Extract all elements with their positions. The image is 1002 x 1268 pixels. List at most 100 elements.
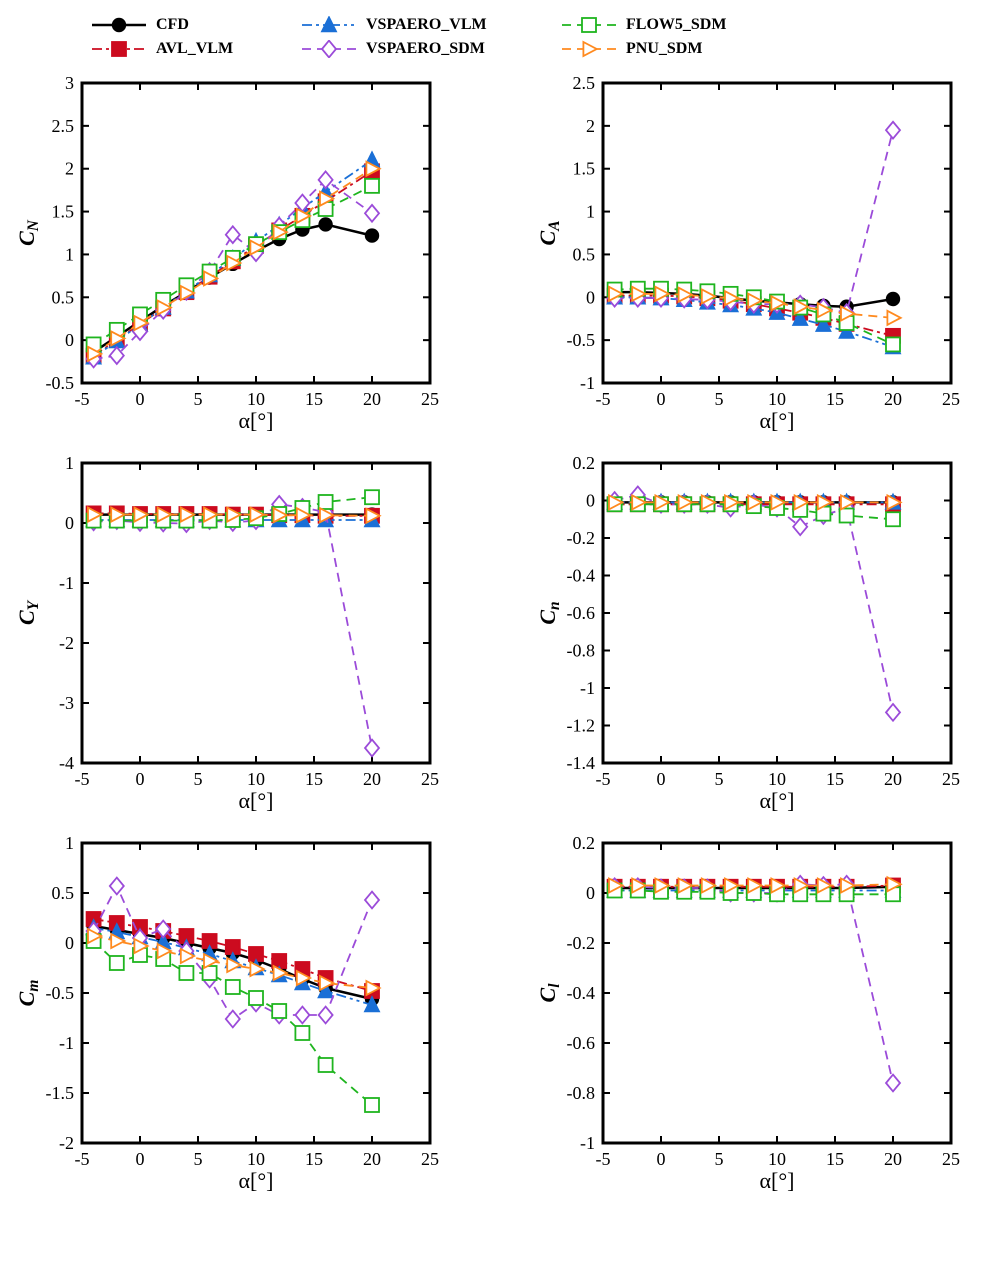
- svg-text:1: 1: [65, 244, 74, 264]
- svg-text:3: 3: [65, 73, 74, 93]
- legend: CFD AVL_VLM VSPAERO_VLM VSPAERO_SDM FLOW5_SD…: [10, 10, 1002, 68]
- svg-text:25: 25: [942, 769, 960, 789]
- legend-item-avl_vlm: AVL_VLM: [90, 38, 300, 60]
- svg-text:-0.5: -0.5: [567, 330, 596, 350]
- svg-text:1.5: 1.5: [573, 159, 596, 179]
- svg-text:-5: -5: [596, 389, 611, 409]
- svg-text:-5: -5: [75, 769, 90, 789]
- svg-text:-0.4: -0.4: [567, 983, 596, 1003]
- legend-label: FLOW5_SDM: [626, 16, 726, 34]
- svg-text:0: 0: [65, 933, 74, 953]
- svg-text:15: 15: [826, 769, 844, 789]
- svg-text:α[°]: α[°]: [239, 1168, 274, 1193]
- svg-text:0: 0: [657, 769, 666, 789]
- svg-text:-0.8: -0.8: [567, 1083, 596, 1103]
- panel-CA: -50510152025-1-0.500.511.522.5α[°]CA: [531, 68, 991, 438]
- svg-text:5: 5: [194, 1149, 203, 1169]
- svg-text:-1: -1: [59, 573, 74, 593]
- svg-text:-5: -5: [75, 389, 90, 409]
- svg-text:5: 5: [715, 389, 724, 409]
- svg-text:-5: -5: [596, 1149, 611, 1169]
- panel-Cn: -5 0 5 10 15 20 25 -1.4 -1.2 -1 -0.8 -0.6 -0.4 -0.2 0 0…: [531, 448, 991, 818]
- svg-text:-1.2: -1.2: [567, 716, 596, 736]
- svg-text:10: 10: [247, 389, 265, 409]
- svg-text:α[°]: α[°]: [760, 1168, 795, 1193]
- svg-text:CY: CY: [14, 599, 42, 625]
- svg-text:Cl: Cl: [535, 983, 563, 1003]
- panel-Cm: -50510152025-2-1.5-1-0.500.51α[°]Cm: [10, 828, 470, 1198]
- panel-CN: -50510152025-0.500.511.522.53α[°]CN: [10, 68, 470, 438]
- svg-text:0: 0: [657, 389, 666, 409]
- svg-text:1: 1: [65, 453, 74, 473]
- legend-item-vspaero_sdm: VSPAERO_SDM: [300, 38, 560, 60]
- svg-text:15: 15: [305, 389, 323, 409]
- legend-label: CFD: [156, 16, 189, 34]
- svg-text:20: 20: [884, 769, 902, 789]
- svg-text:0.2: 0.2: [573, 833, 596, 853]
- svg-text:-1: -1: [580, 373, 595, 393]
- svg-text:20: 20: [884, 1149, 902, 1169]
- svg-text:1: 1: [65, 833, 74, 853]
- legend-item-vspaero_vlm: VSPAERO_VLM: [300, 14, 560, 36]
- svg-text:-5: -5: [596, 769, 611, 789]
- svg-text:5: 5: [194, 389, 203, 409]
- panel-grid: -50510152025-0.500.511.522.53α[°]CN-5051…: [10, 68, 1002, 1198]
- svg-text:α[°]: α[°]: [760, 408, 795, 433]
- legend-item-cfd: CFD: [90, 14, 300, 36]
- svg-text:2.5: 2.5: [573, 73, 596, 93]
- svg-text:20: 20: [363, 769, 381, 789]
- svg-text:-1: -1: [580, 1133, 595, 1153]
- svg-text:2.5: 2.5: [52, 116, 75, 136]
- svg-text:0: 0: [657, 1149, 666, 1169]
- svg-text:-0.8: -0.8: [567, 641, 596, 661]
- svg-text:25: 25: [421, 1149, 439, 1169]
- svg-text:-1.5: -1.5: [46, 1083, 75, 1103]
- svg-text:15: 15: [305, 769, 323, 789]
- svg-text:2: 2: [586, 116, 595, 136]
- svg-text:-0.2: -0.2: [567, 933, 596, 953]
- svg-text:10: 10: [768, 769, 786, 789]
- svg-text:α[°]: α[°]: [239, 788, 274, 813]
- legend-label: VSPAERO_VLM: [366, 16, 487, 34]
- svg-text:0.2: 0.2: [573, 453, 596, 473]
- svg-text:-0.4: -0.4: [567, 566, 596, 586]
- svg-text:α[°]: α[°]: [239, 408, 274, 433]
- legend-label: PNU_SDM: [626, 40, 702, 58]
- figure: CFD AVL_VLM VSPAERO_VLM VSPAERO_SDM FLOW5_SD…: [10, 10, 1002, 1198]
- svg-text:-4: -4: [59, 753, 74, 773]
- svg-text:0.5: 0.5: [52, 287, 75, 307]
- svg-text:-0.6: -0.6: [567, 603, 596, 623]
- svg-text:10: 10: [768, 389, 786, 409]
- svg-text:0: 0: [136, 1149, 145, 1169]
- svg-text:-1.4: -1.4: [567, 753, 596, 773]
- svg-text:25: 25: [942, 389, 960, 409]
- svg-text:-5: -5: [75, 1149, 90, 1169]
- svg-text:20: 20: [884, 389, 902, 409]
- svg-text:10: 10: [247, 1149, 265, 1169]
- legend-label: AVL_VLM: [156, 40, 233, 58]
- svg-text:5: 5: [715, 1149, 724, 1169]
- svg-text:-0.6: -0.6: [567, 1033, 596, 1053]
- svg-text:25: 25: [942, 1149, 960, 1169]
- legend-item-pnu_sdm: PNU_SDM: [560, 38, 780, 60]
- svg-text:-1: -1: [580, 678, 595, 698]
- panel-CY: -50510152025-4-3-2-101α[°]CY: [10, 448, 470, 818]
- svg-text:-0.2: -0.2: [567, 528, 596, 548]
- svg-text:25: 25: [421, 769, 439, 789]
- svg-text:-0.5: -0.5: [46, 373, 75, 393]
- svg-text:1.5: 1.5: [52, 202, 75, 222]
- svg-text:-2: -2: [59, 633, 74, 653]
- svg-text:0: 0: [586, 491, 595, 511]
- svg-text:1: 1: [586, 202, 595, 222]
- svg-text:15: 15: [305, 1149, 323, 1169]
- svg-text:0: 0: [586, 883, 595, 903]
- svg-text:20: 20: [363, 389, 381, 409]
- panel-Cl: -50510152025-1-0.8-0.6-0.4-0.200.2α[°]Cl: [531, 828, 991, 1198]
- svg-text:Cm: Cm: [14, 980, 42, 1007]
- svg-text:CN: CN: [14, 219, 42, 246]
- svg-text:10: 10: [247, 769, 265, 789]
- svg-text:25: 25: [421, 389, 439, 409]
- svg-text:2: 2: [65, 159, 74, 179]
- svg-text:5: 5: [715, 769, 724, 789]
- svg-text:15: 15: [826, 389, 844, 409]
